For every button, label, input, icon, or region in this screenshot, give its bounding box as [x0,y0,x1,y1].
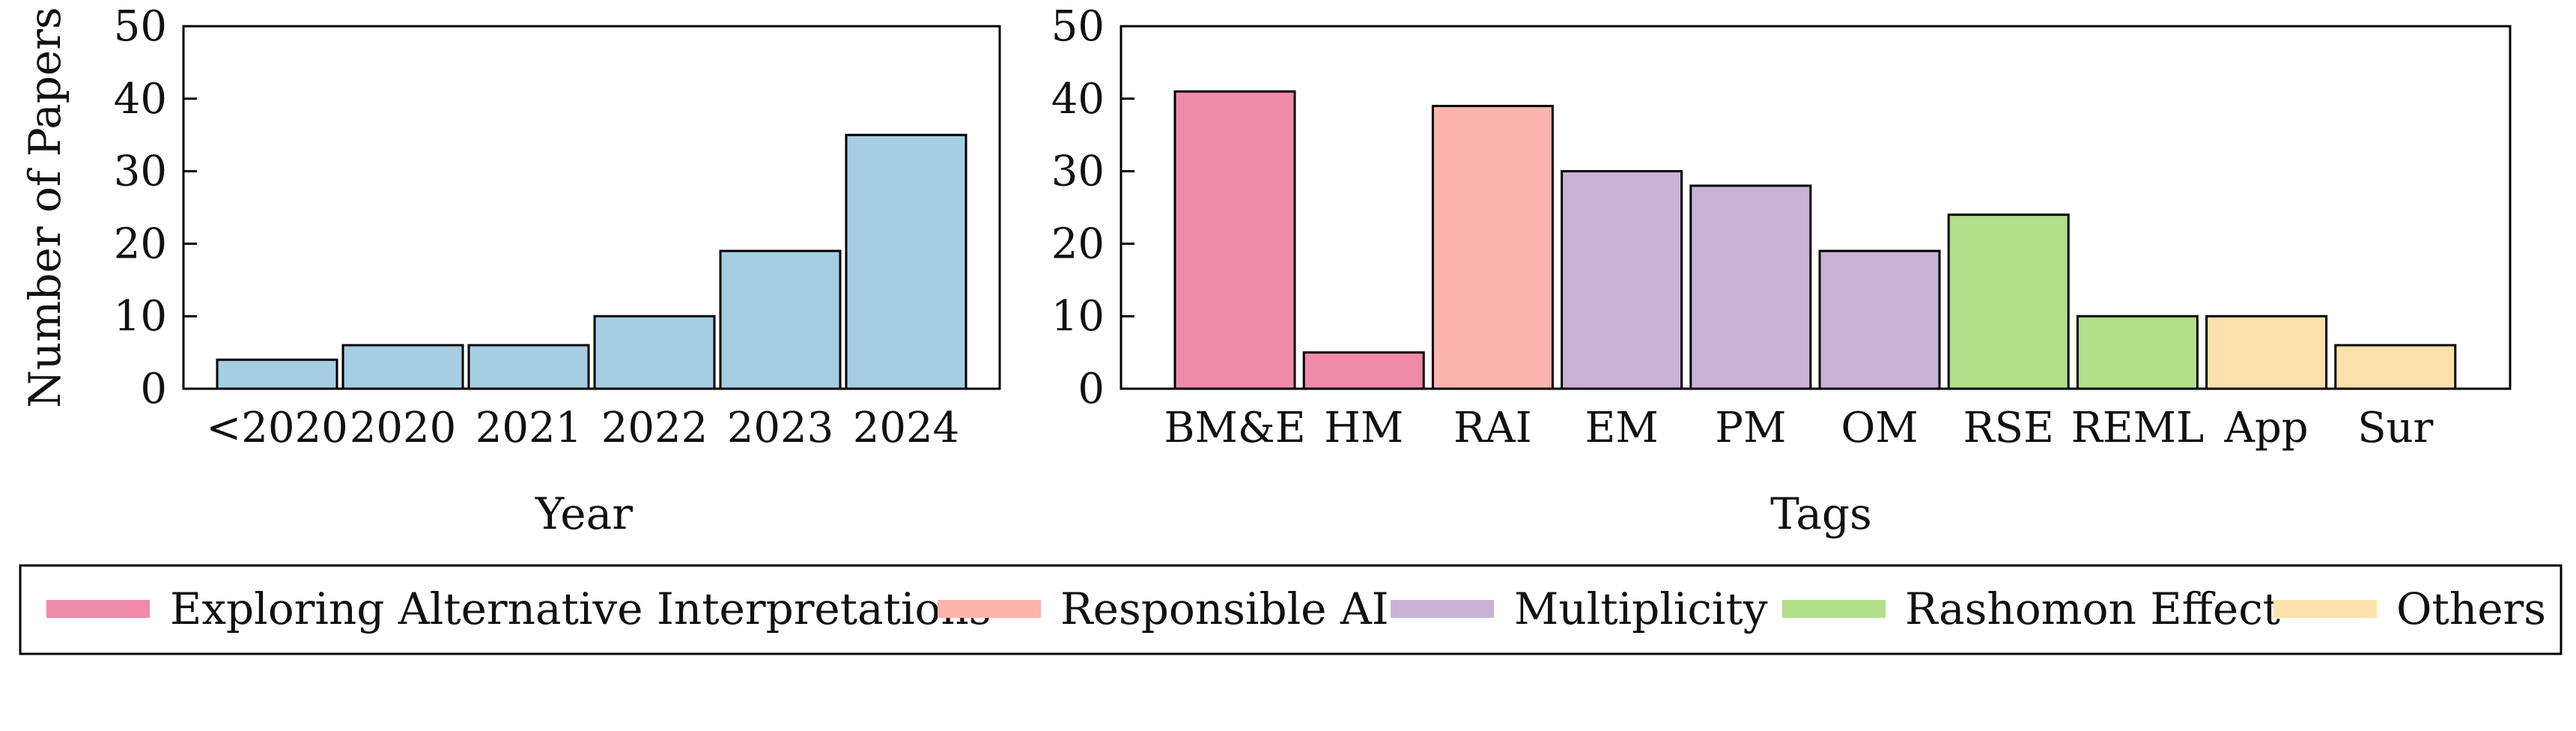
tag-bar-reml [2076,315,2199,390]
legend: Exploring Alternative Interpretations Re… [19,564,2563,655]
tag-x-tick-label: RAI [1453,404,1532,452]
legend-swatch [938,600,1041,618]
tag-y-tick-label: 0 [1078,365,1105,413]
tag-x-tick-label: OM [1841,404,1918,452]
tag-x-tick-label: REML [2071,404,2205,452]
year-y-ticks: 0 10 20 30 40 50 [114,2,197,413]
tag-x-tick-label: EM [1585,404,1658,452]
year-y-tick-label: 0 [140,365,167,413]
legend-frame [19,564,2563,655]
year-plot-frame [182,25,1001,390]
year-x-tick-label: 2022 [601,404,708,452]
year-bar-2021 [467,344,590,390]
tag-x-tick-label: HM [1324,404,1403,452]
legend-label: Rashomon Effect [1905,583,2280,634]
tag-x-tick-label: BM&E [1164,404,1305,452]
legend-item-others: Others [2273,583,2546,634]
y-axis-title: Number of Papers [19,7,70,407]
tag-bar-sur [2334,344,2457,390]
year-bar-2020 [341,344,464,390]
tag-y-tick-label: 20 [1051,219,1105,268]
tag-y-tick-label: 40 [1051,75,1105,124]
legend-swatch [46,600,150,618]
legend-label: Exploring Alternative Interpretations [170,583,991,634]
year-y-tick-label: 40 [114,75,167,124]
legend-swatch [1782,600,1886,618]
tag-x-tick-label: App [2224,404,2309,452]
tag-x-tick-label: Sur [2357,404,2433,452]
tag-bar-rai [1431,104,1554,390]
year-y-tick-label: 20 [114,219,167,268]
tag-y-tick-label: 10 [1051,292,1105,341]
legend-item-rashomon-effect: Rashomon Effect [1782,583,2280,634]
year-x-tick-label: 2020 [350,404,457,452]
tag-y-ticks: 0 10 20 30 40 50 [1051,2,1134,413]
tag-bars [1173,90,2457,390]
year-bars [216,133,967,390]
year-x-ticks: <2020 2020 2021 2022 2023 2024 [206,404,959,452]
year-x-tick-label: <2020 [206,404,347,452]
year-x-tick-label: 2023 [727,404,834,452]
year-bar-2024 [845,133,967,390]
tag-bar-em [1561,170,1683,390]
year-y-tick-label: 50 [114,2,167,51]
tag-plot-frame [1120,25,2512,390]
tag-x-tick-label: PM [1715,404,1786,452]
chart-papers-per-year: 0 10 20 30 40 50 <2020 2020 2021 2022 2023 2024 Ye… [19,2,1001,539]
tag-x-ticks: BM&E HM RAI EM PM OM RSE REML App Sur [1164,404,2433,452]
year-x-axis-title: Year [535,488,633,539]
legend-label: Responsible AI [1060,583,1389,634]
year-x-tick-label: 2021 [476,404,583,452]
legend-item-multiplicity: Multiplicity [1391,583,1768,634]
legend-label: Multiplicity [1514,583,1768,634]
tag-bar-bm-e [1173,90,1296,390]
tag-bar-hm [1302,351,1425,390]
tag-bar-om [1818,249,1941,390]
tag-x-axis-title: Tags [1770,488,1872,539]
legend-item-responsible-ai: Responsible AI [938,583,1389,634]
tag-bar-app [2205,315,2328,390]
chart-papers-per-tag: 0 10 20 30 40 50 BM&E HM RAI EM PM OM RSE REML App Sur… [1051,2,2512,539]
tag-y-tick-label: 30 [1051,148,1105,196]
year-bar-2023 [719,249,842,390]
tag-y-tick-label: 50 [1051,2,1105,51]
tag-bar-rse [1947,213,2070,390]
year-y-tick-label: 30 [114,148,167,196]
year-bar-2022 [593,315,716,390]
legend-swatch [1391,600,1494,618]
tag-bar-pm [1689,184,1812,390]
year-x-tick-label: 2024 [853,404,960,452]
legend-label: Others [2396,583,2546,634]
tag-x-tick-label: RSE [1963,404,2053,452]
legend-item-exploring-alternative-interpretations: Exploring Alternative Interpretations [46,583,991,634]
year-y-tick-label: 10 [114,292,167,341]
year-bar-2020 [216,358,338,390]
legend-swatch [2273,600,2377,618]
